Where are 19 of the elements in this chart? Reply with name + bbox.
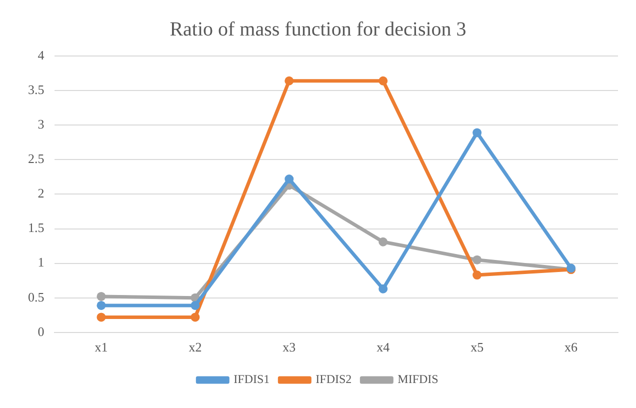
y-tick-label: 0 — [38, 324, 44, 339]
x-tick-label: x6 — [564, 340, 578, 355]
x-tick-label: x4 — [376, 340, 390, 355]
y-tick-label: 1.5 — [28, 220, 44, 236]
legend-label: IFDIS2 — [316, 372, 352, 386]
y-tick-label: 0.5 — [28, 289, 44, 304]
x-tick-label: x2 — [188, 340, 202, 355]
y-tick-label: 2 — [38, 186, 44, 201]
x-tick-label: x5 — [470, 340, 484, 355]
y-tick-label: 3 — [38, 116, 44, 132]
x-tick-label: x1 — [94, 340, 108, 355]
y-tick-label: 3.5 — [28, 82, 44, 97]
legend-label: MIFDIS — [398, 372, 438, 386]
y-tick-label: 1 — [38, 254, 44, 270]
chart-title: Ratio of mass function for decision 3 — [170, 18, 466, 40]
y-tick-label: 2.5 — [28, 151, 44, 166]
x-tick-label: x3 — [282, 340, 296, 355]
y-tick-label: 4 — [38, 47, 45, 62]
legend-label: IFDIS1 — [234, 372, 270, 386]
